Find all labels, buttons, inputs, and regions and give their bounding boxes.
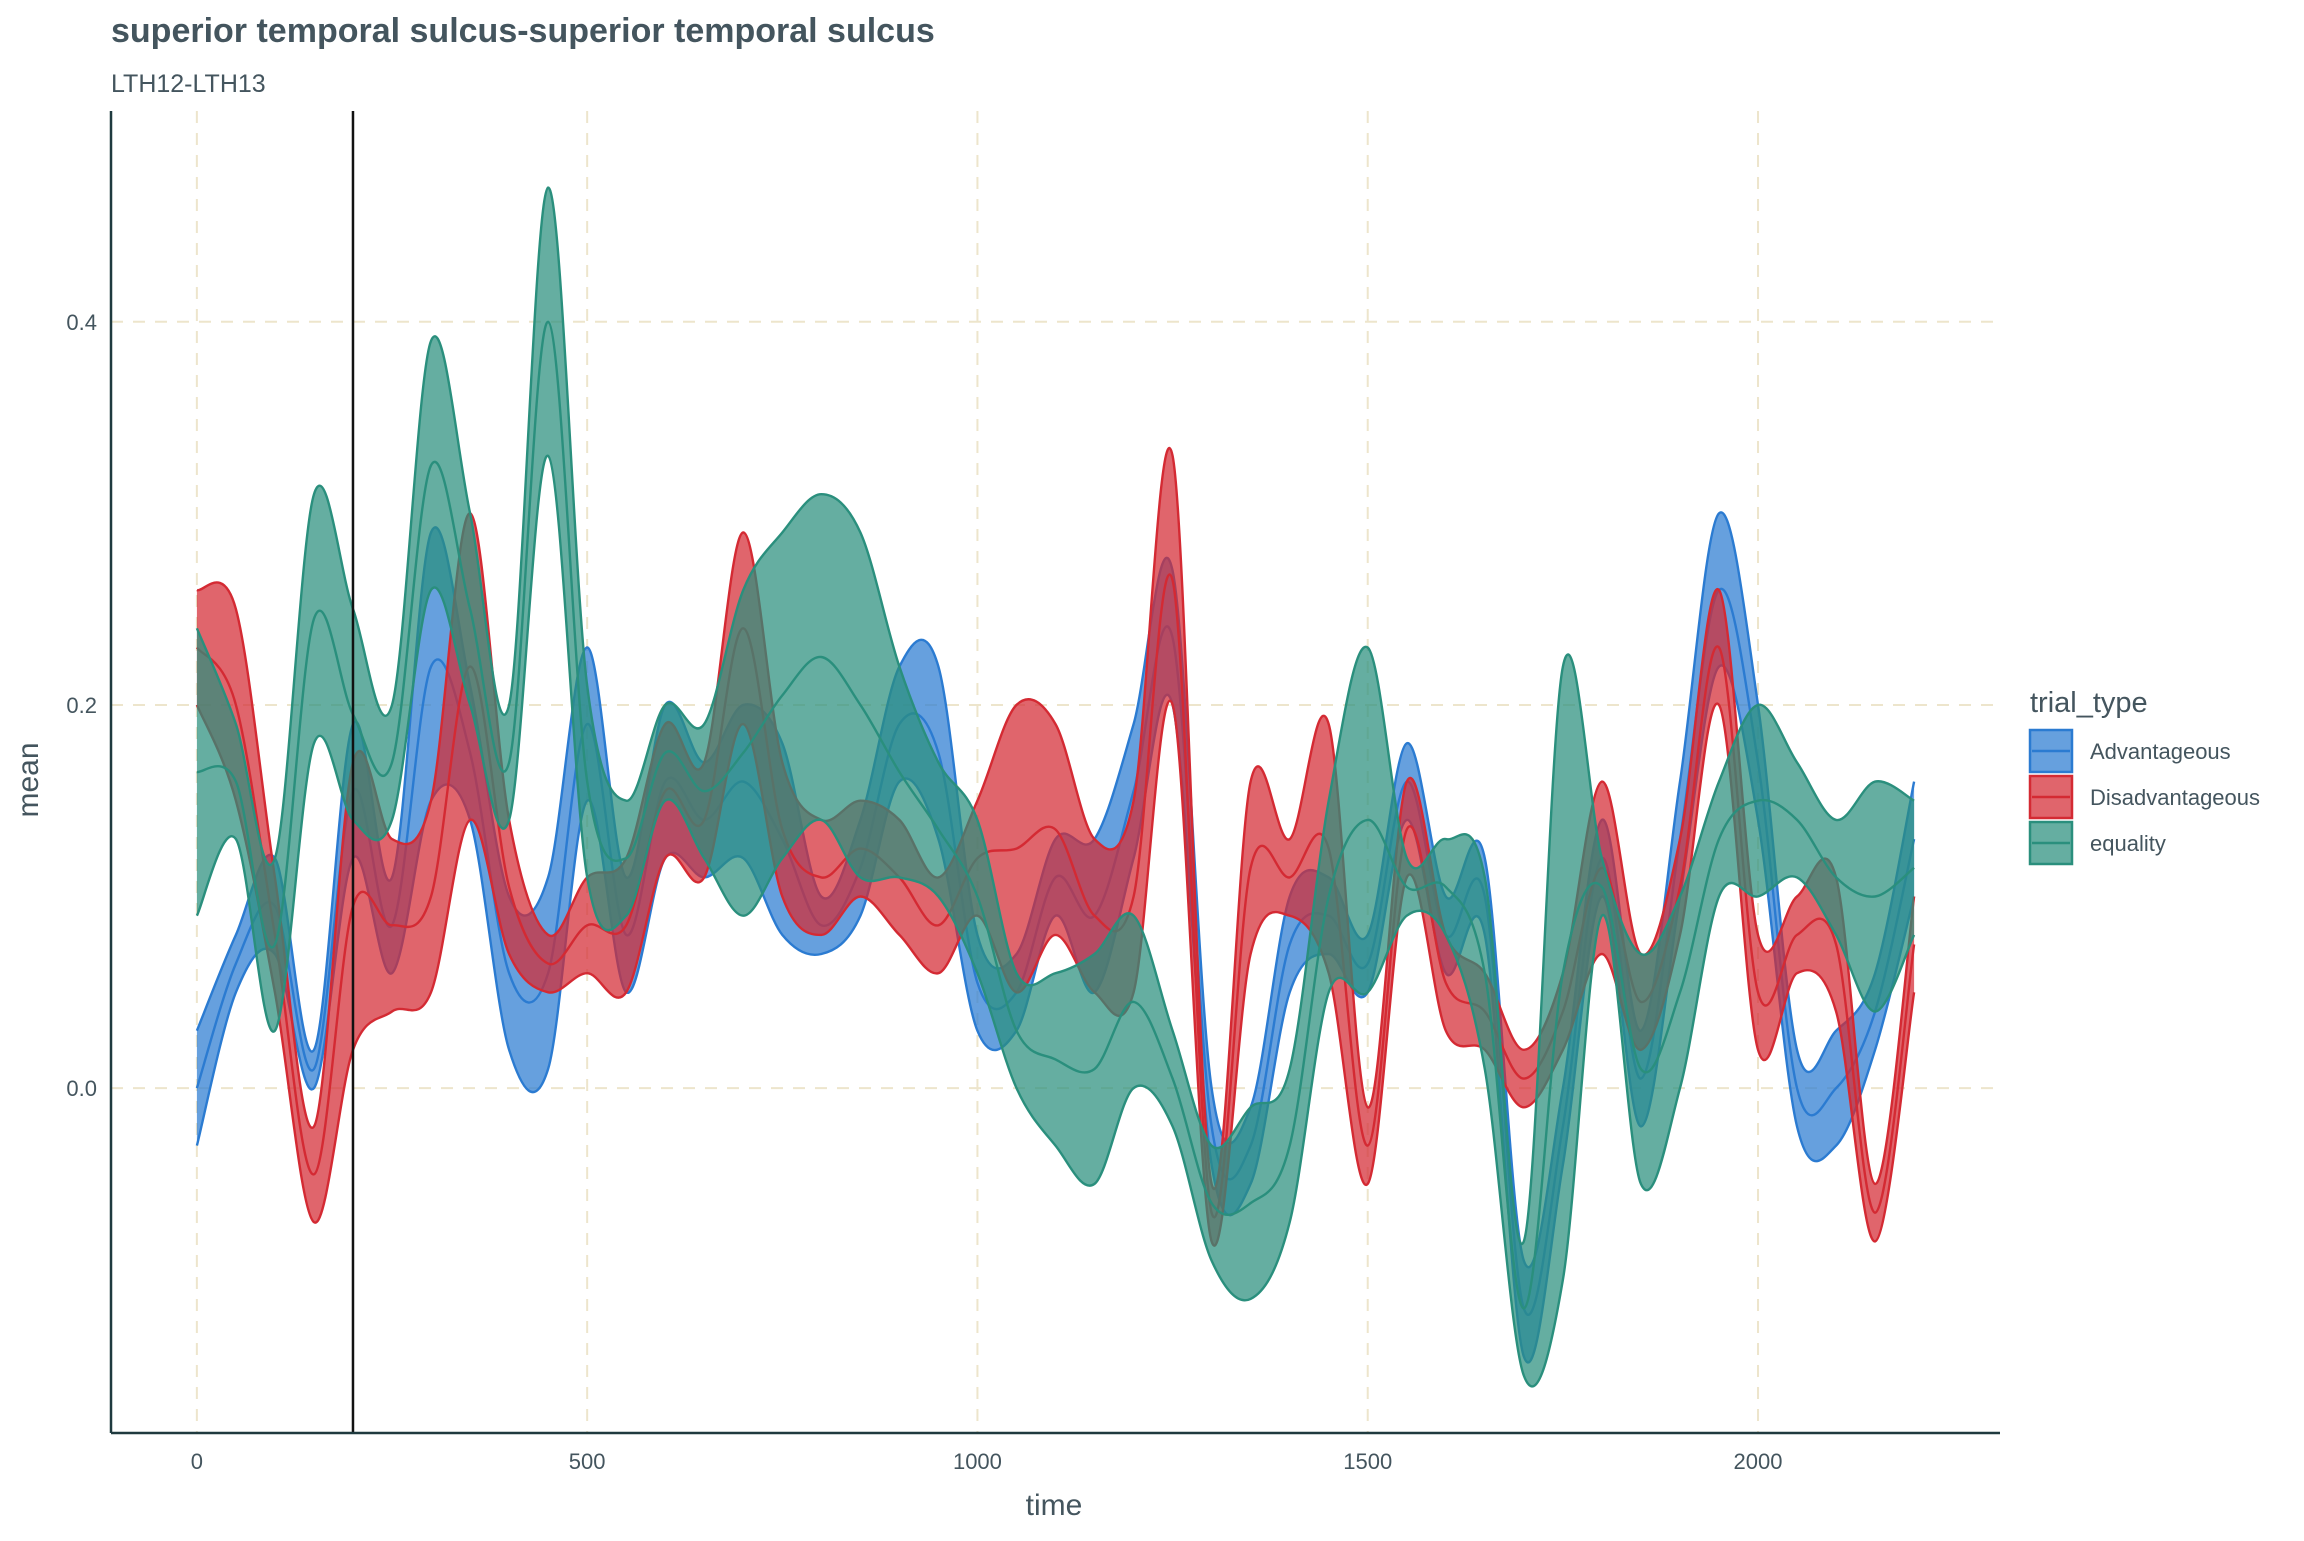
- legend-item-disadvantageous: Disadvantageous: [2028, 774, 2260, 820]
- y-axis-title: mean: [12, 742, 45, 817]
- y-tick-label: 0.2: [66, 693, 97, 718]
- legend-item-advantageous: Advantageous: [2028, 728, 2231, 774]
- legend-title: trial_type: [2030, 687, 2148, 719]
- legend-label: Disadvantageous: [2090, 785, 2260, 810]
- y-tick-label: 0.0: [66, 1076, 97, 1101]
- legend-item-equality: equality: [2028, 820, 2166, 866]
- x-tick-label: 500: [569, 1449, 606, 1474]
- chart-subtitle: LTH12-LTH13: [111, 70, 266, 98]
- x-tick-label: 0: [191, 1449, 203, 1474]
- lower-line-equality: [195, 454, 1916, 1388]
- x-tick-label: 1500: [1343, 1449, 1392, 1474]
- y-tick-label: 0.4: [66, 310, 97, 335]
- x-axis-ticks: 0 500 1000 1500 2000: [191, 1449, 1783, 1474]
- x-axis-title: time: [1026, 1489, 1083, 1522]
- ribbon-equality: [196, 187, 1915, 1387]
- legend: trial_type Advantageous Disadvantageous eq…: [2028, 687, 2260, 866]
- legend-items: Advantageous Disadvantageous equality: [2028, 728, 2260, 866]
- y-axis-ticks: 0.0 0.2 0.4: [66, 310, 97, 1101]
- x-tick-label: 2000: [1734, 1449, 1783, 1474]
- series-layer: [195, 186, 1916, 1388]
- legend-label: Advantageous: [2090, 739, 2231, 764]
- legend-label: equality: [2090, 831, 2166, 856]
- upper-line-equality: [195, 186, 1915, 1246]
- mean-line-equality: [196, 320, 1915, 1310]
- chart-title: superior temporal sulcus-superior tempor…: [111, 12, 935, 50]
- x-tick-label: 1000: [953, 1449, 1002, 1474]
- series-equality: [195, 186, 1916, 1388]
